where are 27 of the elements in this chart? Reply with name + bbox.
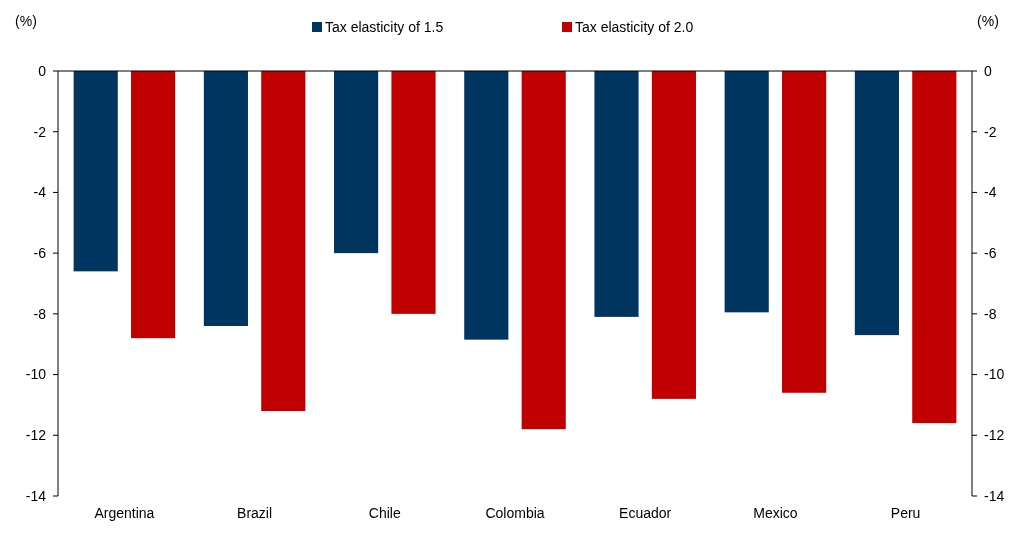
y-tick-label: -2 [33,123,47,140]
x-tick-label: Ecuador [619,505,672,521]
x-tick-label: Chile [368,505,401,521]
y-axis-title: (%) [15,13,37,29]
legend-label: Tax elasticity of 2.0 [575,19,694,35]
y2-tick-label: -4 [984,184,997,201]
y-tick-label: -4 [33,184,47,201]
legend-label: Tax elasticity of 1.5 [325,19,444,35]
x-tick-label: Mexico [753,505,798,521]
y-tick-label: -14 [25,487,47,504]
y2-tick-label: -10 [984,366,1005,383]
x-tick-label: Brazil [237,505,273,521]
y-tick-label: -8 [33,305,47,322]
y2-tick-label: -6 [984,245,997,262]
y-tick-label: -10 [25,366,47,383]
y2-axis-title: (%) [977,13,999,29]
x-tick-label: Colombia [485,505,545,521]
y2-tick-label: -2 [984,123,997,140]
y-tick-label: 0 [38,62,47,79]
x-tick-label: Peru [890,505,921,521]
y2-tick-label: -12 [984,427,1005,444]
y2-tick-label: -8 [984,305,997,322]
y-tick-label: -12 [25,427,47,444]
y-tick-label: -6 [33,245,47,262]
y2-tick-label: 0 [984,62,992,79]
y2-tick-label: -14 [984,487,1005,504]
x-tick-label: Argentina [94,505,155,521]
